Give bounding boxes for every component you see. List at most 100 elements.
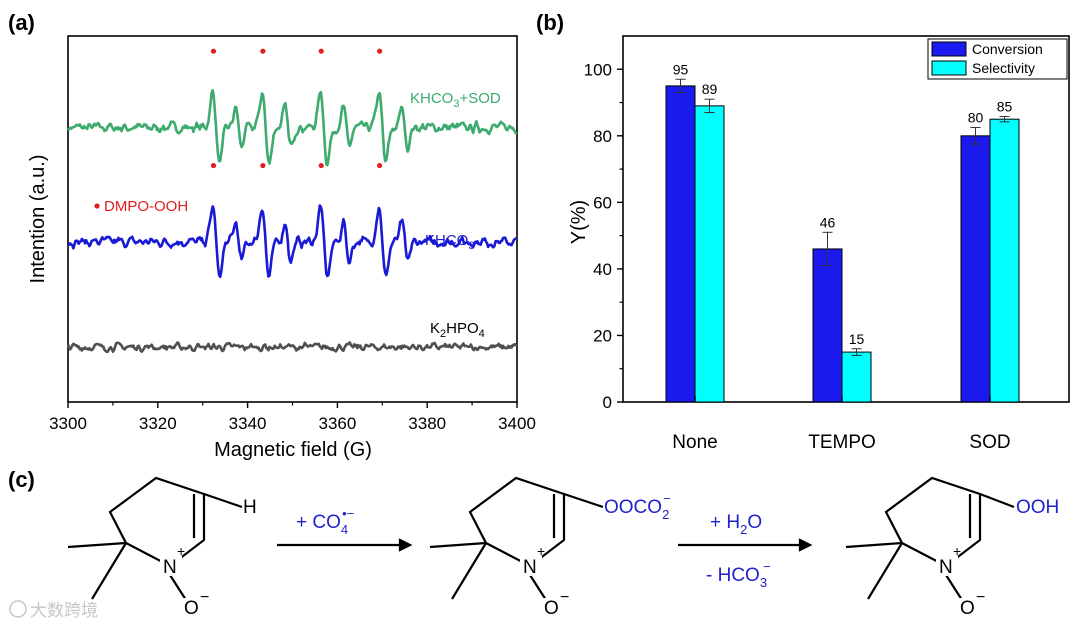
reaction-scheme	[67, 476, 1015, 601]
epr-traces	[66, 89, 518, 354]
atom-n-1: N	[163, 557, 177, 578]
panel-label-c: (c)	[8, 467, 35, 492]
arrow-1-head	[398, 538, 413, 552]
atom-n-charge-1: +	[177, 543, 185, 559]
molecule-dmpo-ooh	[845, 476, 1015, 601]
dmpo-ooh-peak-marker	[377, 162, 383, 169]
category-label: SOD	[969, 432, 1010, 453]
bar-value-label: 80	[968, 110, 984, 126]
legend-swatch-conversion	[931, 41, 967, 57]
bond-n-o-3	[945, 574, 963, 601]
atom-o-charge-2: −	[560, 589, 569, 606]
dmpo-ooh-peak-marker	[377, 48, 383, 54]
atom-o-3: O	[960, 598, 975, 619]
bar-value-label: 46	[820, 214, 836, 230]
molecule-intermediate	[429, 476, 604, 601]
category-label: None	[672, 432, 717, 453]
x-tick-label: 3380	[408, 414, 446, 433]
ring-bonds-3	[884, 476, 982, 568]
series-label-khco3-sod: KHCO3+SOD	[410, 90, 501, 110]
y-tick-label: 0	[603, 393, 612, 412]
bond-methyl-4	[451, 542, 487, 600]
substituent-h: H	[243, 497, 257, 518]
legend: Conversion Selectivity	[927, 38, 1068, 80]
bar-selectivity	[989, 118, 1020, 403]
molecule-dmpo	[67, 476, 243, 601]
legend-label-selectivity: Selectivity	[972, 60, 1035, 76]
bond-oococ	[563, 492, 604, 509]
panel-label-a: (a)	[8, 10, 35, 35]
watermark-text: 大数跨境	[30, 601, 98, 620]
legend-label-conversion: Conversion	[972, 41, 1043, 57]
panel-a-y-label: Intention (a.u.)	[27, 155, 49, 284]
bar-selectivity	[841, 351, 872, 403]
x-tick-label: 3360	[318, 414, 356, 433]
y-tick-label: 100	[584, 60, 612, 79]
y-tick-label: 40	[593, 260, 612, 279]
panel-b-y-ticks: 0 20 40 60 80 100	[584, 60, 623, 412]
o-mask-3	[959, 598, 979, 620]
atom-o-1: O	[184, 598, 199, 619]
watermark: 大数跨境	[9, 600, 98, 620]
arrow-2-head	[798, 538, 813, 552]
bar-value-label: 85	[997, 99, 1013, 115]
bar-value-label: 95	[673, 61, 689, 77]
epr-peak-markers	[210, 48, 383, 169]
bond-h	[203, 492, 243, 509]
reagent-h2o: + H2O	[710, 512, 762, 537]
atom-n-charge-2: +	[537, 543, 545, 559]
substituent-oococ: OOCO2−	[604, 491, 671, 522]
watermark-logo-icon	[9, 600, 27, 618]
byproduct-hco3: - HCO3−	[706, 559, 771, 590]
bond-methyl-5	[845, 541, 903, 549]
substituent-ooh: OOH	[1016, 497, 1059, 518]
x-tick-label: 3300	[49, 414, 87, 433]
x-tick-label: 3400	[498, 414, 536, 433]
scheme-text: H N + O − + CO4•− OOCO2− N + O − + H2O -…	[160, 491, 1059, 620]
panel-a-x-label: Magnetic field (G)	[214, 439, 372, 461]
dmpo-ooh-peak-marker	[210, 48, 217, 54]
bond-methyl-3	[429, 541, 487, 549]
dmpo-ooh-annotation: DMPO-OOH	[104, 198, 188, 215]
ring-bonds	[108, 476, 206, 568]
dmpo-ooh-peak-marker	[210, 162, 217, 169]
atom-n-charge-3: +	[953, 543, 961, 559]
epr-trace-k2hpo4	[66, 341, 518, 354]
y-tick-label: 80	[593, 127, 612, 146]
bar-conversion	[812, 248, 843, 403]
x-tick-label: 3340	[229, 414, 267, 433]
bar-chart-panel: 0 20 40 60 80 100 Y(%) 95 46 80 89 15 85 None TEMPO…	[568, 35, 1070, 453]
series-label-k2hpo4: K2HPO4	[430, 320, 485, 340]
epr-spectra-panel: 3300 3320 3340 3360 3380 3400 Magnetic field …	[27, 35, 536, 461]
o-mask-2	[543, 598, 563, 620]
dmpo-ooh-peak-marker	[318, 162, 324, 169]
o-mask-1	[183, 598, 203, 620]
legend-swatch-selectivity	[931, 60, 967, 76]
bond-ooh	[979, 492, 1015, 509]
category-label: TEMPO	[808, 432, 876, 453]
reagent-co4: + CO4•−	[296, 506, 354, 537]
bar-value-label: 15	[849, 331, 865, 347]
atom-o-2: O	[544, 598, 559, 619]
epr-trace-khco3	[67, 204, 518, 279]
x-tick-label: 3320	[139, 414, 177, 433]
n-mask-2	[520, 556, 542, 576]
epr-trace-khco3-sod	[66, 89, 518, 167]
panel-b-y-label: Y(%)	[568, 200, 590, 244]
n-mask-3	[936, 556, 958, 576]
y-tick-label: 60	[593, 193, 612, 212]
series-label-khco3: KHCO3	[425, 232, 474, 252]
bond-n-o-2	[529, 574, 547, 601]
n-mask-1	[160, 556, 182, 576]
bar-conversion	[960, 135, 991, 403]
dmpo-ooh-marker	[94, 203, 100, 209]
bar-series: 95 46 80 89 15 85	[665, 61, 1020, 403]
dmpo-ooh-peak-marker	[318, 48, 324, 54]
atom-n-3: N	[939, 557, 953, 578]
bond-methyl-1	[67, 541, 127, 549]
dmpo-ooh-peak-marker	[260, 162, 266, 169]
bond-n-o	[169, 574, 187, 601]
ring-bonds-2	[468, 476, 566, 568]
